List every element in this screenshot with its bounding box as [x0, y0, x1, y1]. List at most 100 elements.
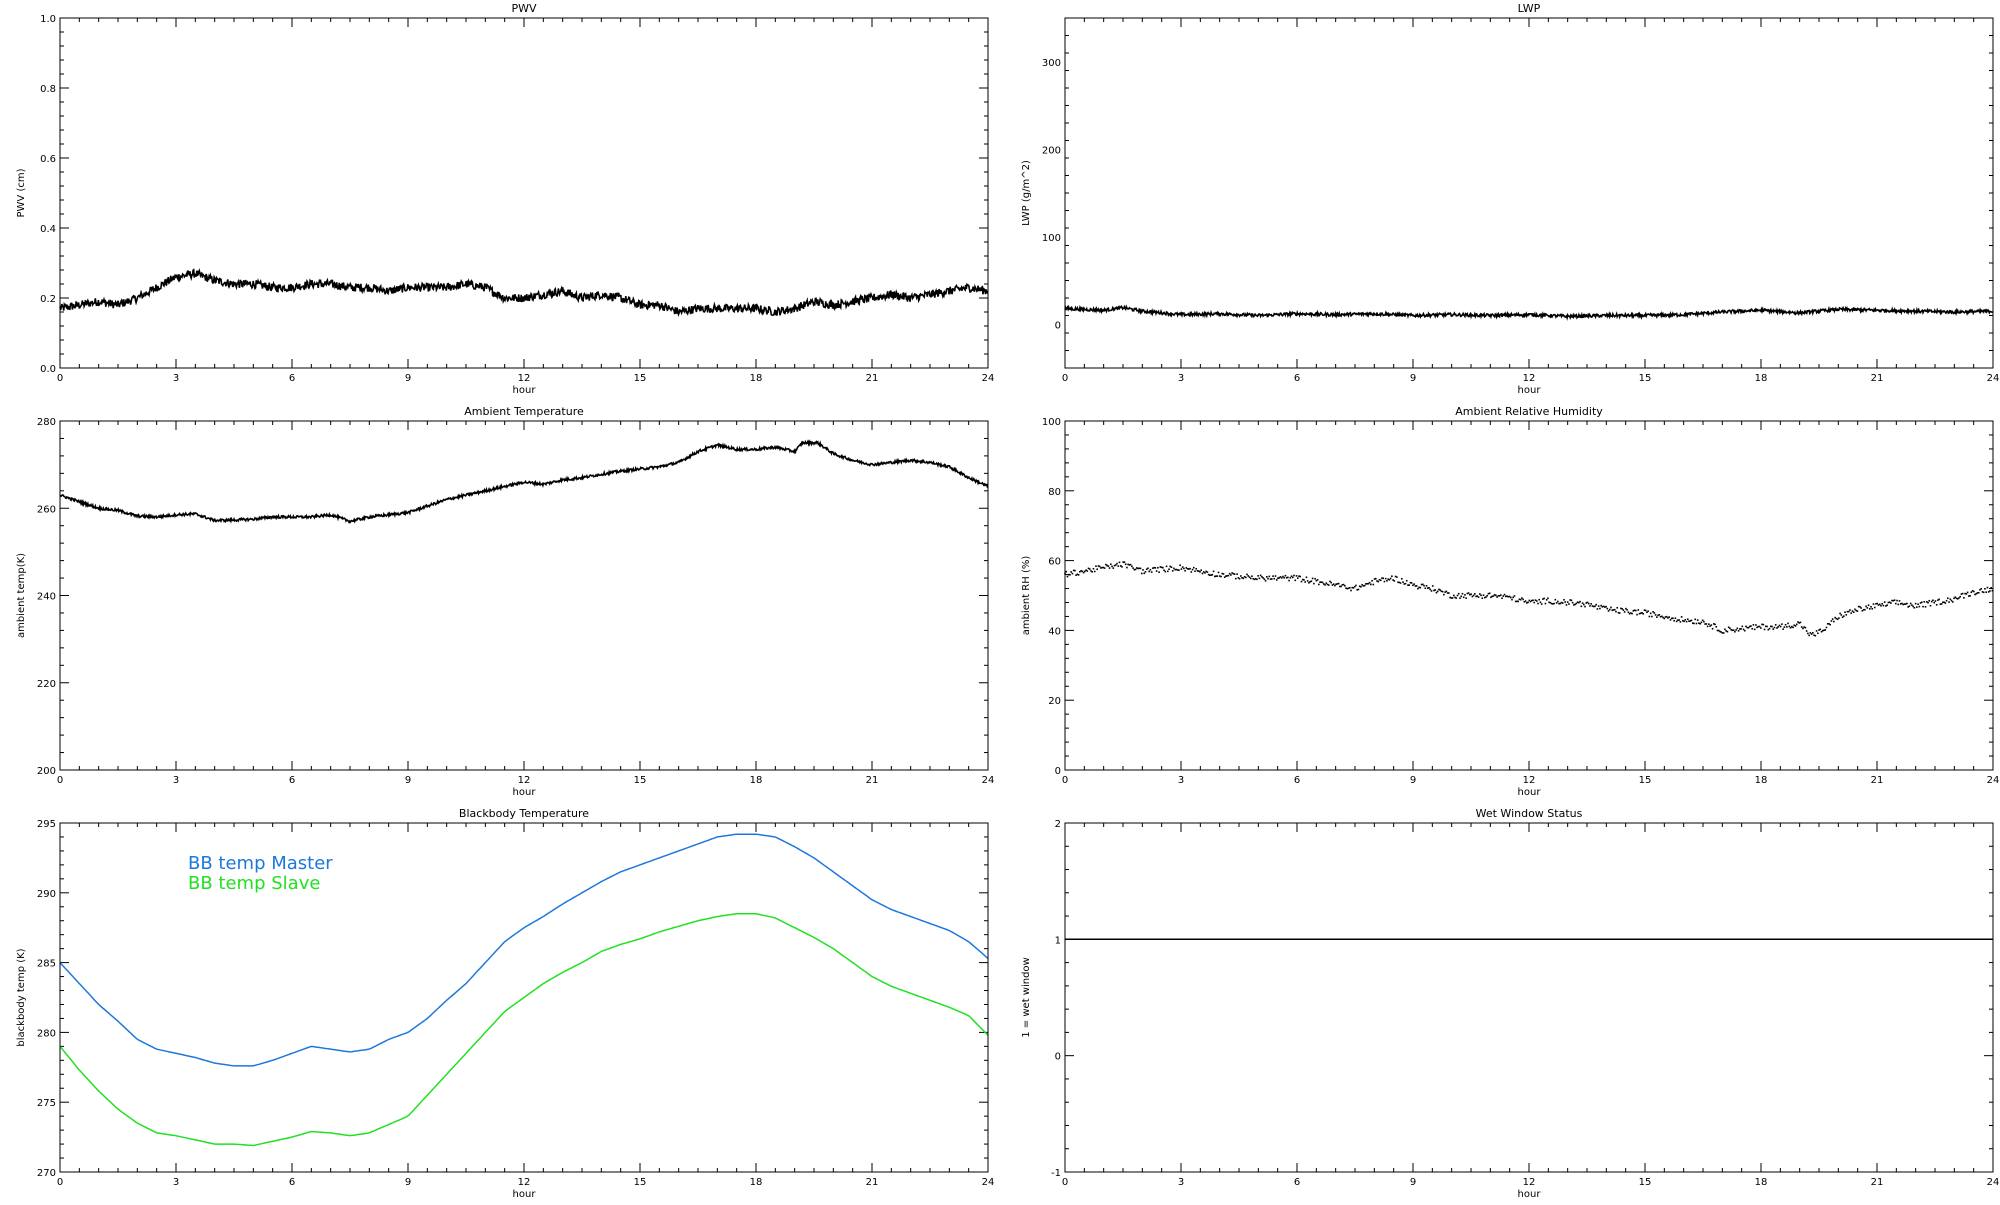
data-point	[1112, 567, 1115, 569]
data-point	[1430, 590, 1433, 592]
data-point	[1405, 579, 1408, 582]
data-point	[1847, 610, 1850, 613]
x-tick-label: 18	[750, 373, 763, 384]
data-point	[1233, 573, 1236, 575]
x-tick-label: 12	[1523, 1177, 1536, 1188]
data-point	[1875, 602, 1877, 605]
data-point	[1559, 602, 1562, 605]
data-point	[1903, 603, 1906, 605]
data-point	[1337, 582, 1340, 585]
data-point	[1821, 629, 1824, 632]
data-point	[1918, 605, 1921, 608]
data-point	[1571, 601, 1574, 604]
data-point	[1949, 598, 1952, 601]
data-point	[1566, 601, 1569, 603]
data-point	[1226, 574, 1228, 577]
data-point	[1258, 577, 1261, 580]
data-point	[1750, 625, 1752, 627]
data-point	[1403, 583, 1406, 585]
data-point	[1336, 583, 1339, 585]
data-point	[1800, 626, 1803, 628]
data-point	[1095, 565, 1097, 567]
data-point	[1613, 608, 1616, 611]
data-point	[1211, 573, 1214, 576]
x-tick-label: 24	[982, 1177, 995, 1188]
data-point	[1836, 618, 1839, 621]
data-point	[1065, 570, 1068, 573]
data-point	[1812, 631, 1814, 634]
data-point	[1450, 597, 1453, 599]
x-axis-label: hour	[513, 1189, 537, 1200]
data-point	[1516, 600, 1518, 603]
data-point	[1252, 577, 1255, 580]
data-point	[1880, 604, 1882, 607]
data-point	[1694, 618, 1697, 621]
plot-frame	[1064, 420, 1994, 771]
data-point	[1959, 595, 1961, 598]
data-point	[1093, 570, 1096, 573]
data-point	[1148, 570, 1150, 573]
data-point	[1128, 564, 1131, 566]
data-point	[1814, 634, 1817, 637]
data-point	[1345, 587, 1347, 589]
data-point	[1600, 604, 1602, 607]
data-point	[1178, 569, 1180, 572]
data-point	[1131, 565, 1133, 568]
data-point	[1953, 597, 1955, 600]
data-point	[1763, 628, 1766, 631]
data-point	[1738, 628, 1741, 630]
data-point	[1433, 589, 1435, 592]
data-point	[1647, 610, 1649, 612]
data-point	[1643, 609, 1646, 612]
data-point	[1790, 625, 1793, 628]
data-point	[1807, 632, 1809, 635]
data-point	[1712, 623, 1715, 625]
data-point	[1969, 595, 1971, 597]
data-point	[1419, 586, 1422, 589]
data-point	[1399, 582, 1402, 584]
data-point	[1067, 573, 1070, 576]
data-point	[1948, 601, 1950, 603]
data-point	[1444, 591, 1446, 593]
data-point	[1315, 579, 1318, 582]
data-point	[1216, 575, 1219, 577]
data-point	[1746, 626, 1749, 629]
data-point	[1724, 628, 1726, 631]
data-point	[1768, 627, 1771, 630]
data-point	[1183, 567, 1185, 570]
data-point	[1679, 621, 1682, 623]
data-point	[1170, 566, 1173, 569]
data-point	[1646, 611, 1648, 614]
data-point	[1431, 585, 1434, 587]
data-point	[1269, 578, 1272, 581]
x-tick-label: 18	[1755, 1177, 1768, 1188]
data-point	[1366, 582, 1368, 585]
series-ambient-temperature	[59, 439, 989, 524]
data-point	[1295, 575, 1298, 577]
x-tick-label: 0	[1062, 775, 1068, 786]
data-point	[1464, 594, 1466, 596]
data-point	[1215, 575, 1217, 577]
data-point	[1856, 610, 1859, 612]
data-point	[1289, 576, 1292, 579]
data-point	[1518, 598, 1521, 601]
data-point	[1804, 626, 1807, 629]
data-point	[1410, 582, 1413, 584]
y-tick-label: 0.2	[40, 294, 56, 305]
data-point	[1787, 622, 1789, 625]
data-point	[1928, 599, 1931, 602]
data-point	[1735, 629, 1737, 631]
data-point	[1757, 625, 1760, 628]
data-point	[1160, 566, 1163, 569]
data-point	[1184, 569, 1186, 572]
data-point	[1355, 584, 1357, 587]
data-point	[1475, 595, 1477, 598]
data-point	[1830, 620, 1833, 622]
data-point	[1662, 616, 1664, 619]
data-point	[1781, 623, 1783, 625]
data-point	[1736, 627, 1739, 630]
data-point	[1919, 602, 1922, 604]
data-point	[1394, 575, 1397, 578]
y-tick-label: 20	[1048, 696, 1061, 707]
data-point	[1877, 604, 1880, 606]
